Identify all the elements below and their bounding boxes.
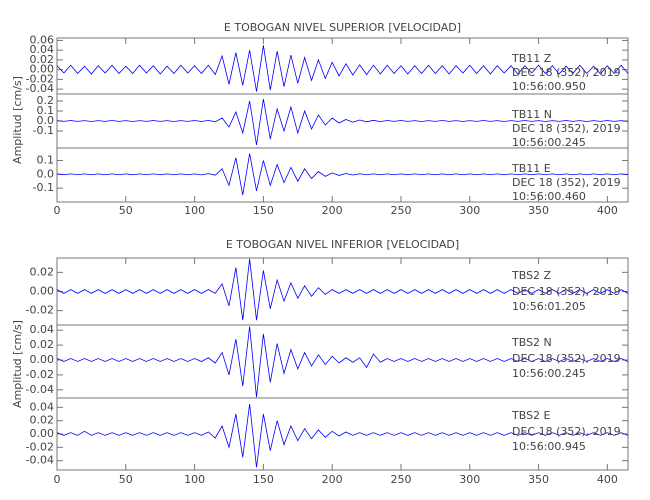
y-tick-label: 0.04 xyxy=(30,43,55,56)
x-tick-label: 400 xyxy=(597,473,618,486)
y-tick-label: 0.0 xyxy=(37,114,55,127)
y-tick-label: 0.1 xyxy=(37,153,55,166)
trace-date: DEC 18 (352), 2019 xyxy=(512,122,621,135)
y-tick-label: 0.02 xyxy=(30,338,55,351)
y-tick-label: 0.00 xyxy=(30,285,55,298)
x-tick-label: 200 xyxy=(322,473,343,486)
trace-time: 10:56:00.950 xyxy=(512,80,586,93)
y-tick-label: 0.0 xyxy=(37,167,55,180)
waveform xyxy=(56,98,629,146)
x-tick-label: 0 xyxy=(54,473,61,486)
waveform xyxy=(56,153,629,196)
x-tick-label: 400 xyxy=(597,204,618,217)
chart-title: E TOBOGAN NIVEL SUPERIOR [VELOCIDAD] xyxy=(224,21,461,34)
y-tick-label: -0.1 xyxy=(33,124,54,137)
y-axis-label: Amplitud [cm/s] xyxy=(11,76,24,164)
trace-name: TBS2 Z xyxy=(511,269,552,282)
trace-time: 10:56:01.205 xyxy=(512,300,586,313)
x-tick-label: 300 xyxy=(459,473,480,486)
waveform xyxy=(56,403,629,468)
y-tick-label: -0.02 xyxy=(26,72,54,85)
trace-time: 10:56:00.245 xyxy=(512,367,586,380)
trace-name: TBS2 N xyxy=(511,336,552,349)
y-tick-label: 0.04 xyxy=(30,400,55,413)
trace-name: TBS2 E xyxy=(511,409,551,422)
x-tick-label: 150 xyxy=(253,473,274,486)
y-tick-label: -0.04 xyxy=(26,82,54,95)
y-tick-label: 0.00 xyxy=(30,353,55,366)
trace-time: 10:56:00.460 xyxy=(512,190,586,203)
x-tick-label: 100 xyxy=(184,473,205,486)
y-tick-label: -0.02 xyxy=(26,368,54,381)
x-tick-label: 50 xyxy=(119,204,133,217)
y-axis-label: Amplitud [cm/s] xyxy=(11,320,24,408)
y-tick-label: -0.04 xyxy=(26,383,54,396)
waveform xyxy=(56,45,629,92)
x-tick-label: 250 xyxy=(390,204,411,217)
waveform xyxy=(56,326,629,398)
y-tick-label: 0.02 xyxy=(30,265,55,278)
y-tick-label: 0.2 xyxy=(37,94,55,107)
trace-date: DEC 18 (352), 2019 xyxy=(512,176,621,189)
trace-time: 10:56:00.945 xyxy=(512,440,586,453)
y-tick-label: -0.1 xyxy=(33,181,54,194)
x-tick-label: 100 xyxy=(184,204,205,217)
trace-date: DEC 18 (352), 2019 xyxy=(512,425,621,438)
trace-date: DEC 18 (352), 2019 xyxy=(512,352,621,365)
y-tick-label: 0.00 xyxy=(30,427,55,440)
panel-frame xyxy=(56,147,629,203)
y-tick-label: -0.02 xyxy=(26,440,54,453)
x-tick-label: 250 xyxy=(390,473,411,486)
x-tick-label: 350 xyxy=(528,473,549,486)
trace-name: TB11 E xyxy=(511,162,551,175)
x-tick-label: 200 xyxy=(322,204,343,217)
y-tick-label: 0.02 xyxy=(30,53,55,66)
y-tick-label: -0.04 xyxy=(26,454,54,467)
x-tick-label: 350 xyxy=(528,204,549,217)
x-tick-label: 150 xyxy=(253,204,274,217)
y-tick-label: 0.06 xyxy=(30,33,55,46)
trace-name: TB11 Z xyxy=(511,52,552,65)
trace-name: TB11 N xyxy=(511,108,552,121)
trace-time: 10:56:00.245 xyxy=(512,136,586,149)
chart-title: E TOBOGAN NIVEL INFERIOR [VELOCIDAD] xyxy=(226,238,459,251)
y-tick-label: 0.02 xyxy=(30,414,55,427)
y-tick-label: 0.04 xyxy=(30,323,55,336)
y-tick-label: 0.00 xyxy=(30,63,55,76)
x-tick-label: 300 xyxy=(459,204,480,217)
y-tick-label: -0.02 xyxy=(26,304,54,317)
y-tick-label: 0.1 xyxy=(37,104,55,117)
trace-date: DEC 18 (352), 2019 xyxy=(512,66,621,79)
x-tick-label: 0 xyxy=(54,204,61,217)
trace-date: DEC 18 (352), 2019 xyxy=(512,285,621,298)
waveform xyxy=(56,258,629,321)
x-tick-label: 50 xyxy=(119,473,133,486)
